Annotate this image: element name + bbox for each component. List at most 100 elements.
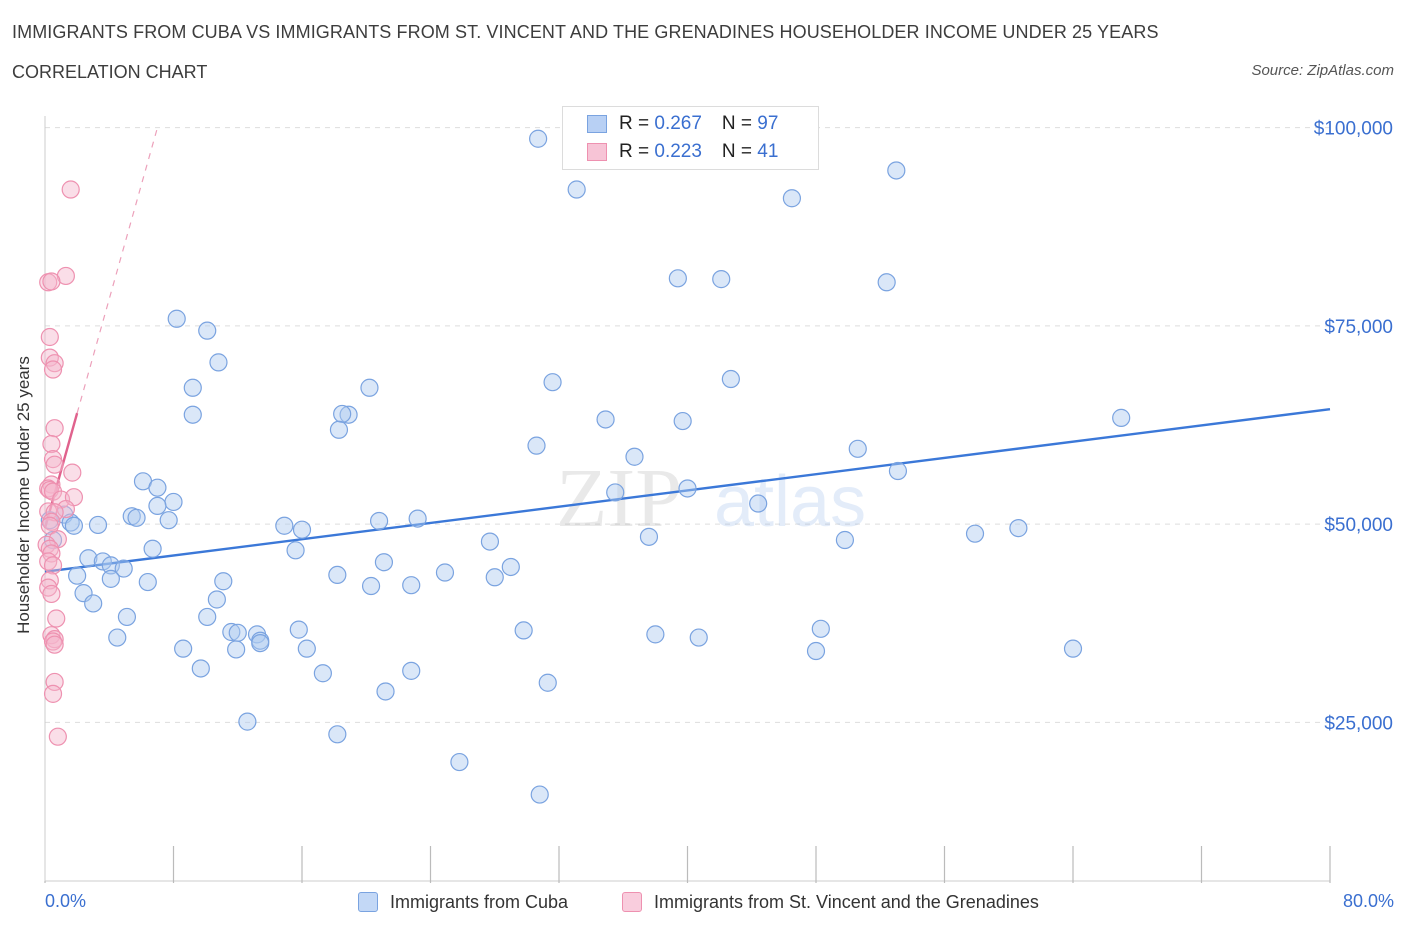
point-cuba bbox=[68, 566, 87, 585]
point-cuba bbox=[84, 594, 103, 613]
point-cuba bbox=[117, 607, 137, 627]
point-cuba bbox=[639, 527, 659, 546]
point-cuba bbox=[292, 520, 312, 539]
y-axis-label: Householder Income Under 25 years bbox=[14, 356, 33, 634]
point-cuba bbox=[361, 576, 381, 596]
point-cuba bbox=[61, 513, 80, 532]
point-svg bbox=[40, 516, 59, 535]
point-cuba bbox=[328, 565, 347, 585]
point-cuba bbox=[251, 633, 270, 653]
point-cuba bbox=[965, 524, 985, 543]
point-cuba bbox=[214, 572, 233, 591]
chart-subtitle: CORRELATION CHART bbox=[12, 62, 208, 82]
point-cuba bbox=[159, 511, 178, 530]
point-cuba bbox=[238, 712, 257, 731]
point-cuba bbox=[606, 483, 625, 502]
point-svg bbox=[42, 434, 61, 454]
point-cuba bbox=[806, 641, 826, 661]
y-tick-labels: $25,000 $50,000 $75,000 $100,000 bbox=[1314, 119, 1393, 735]
point-cuba bbox=[673, 411, 692, 431]
y-tick-label: $50,000 bbox=[1324, 515, 1393, 536]
point-cuba bbox=[811, 619, 830, 638]
point-cuba bbox=[887, 161, 906, 180]
point-cuba bbox=[749, 494, 768, 513]
point-svg bbox=[43, 632, 63, 651]
x-tick-label-min: 0.0% bbox=[45, 891, 87, 911]
point-cuba bbox=[228, 623, 247, 642]
x-tick-label-max: 80.0% bbox=[1342, 891, 1394, 911]
y-tick-label: $75,000 bbox=[1324, 317, 1393, 338]
point-cuba bbox=[1112, 408, 1131, 427]
point-cuba bbox=[88, 515, 108, 535]
point-cuba bbox=[339, 405, 358, 424]
data-points bbox=[37, 129, 1131, 804]
point-cuba bbox=[408, 509, 427, 528]
point-svg bbox=[45, 419, 64, 438]
source-label: Source: ZipAtlas.com bbox=[1251, 62, 1394, 79]
point-cuba bbox=[1063, 639, 1083, 658]
point-cuba bbox=[689, 628, 708, 647]
legend-n-value-svg: 41 bbox=[757, 141, 779, 162]
point-cuba bbox=[286, 541, 305, 560]
legend-r-value-svg: 0.223 bbox=[654, 141, 702, 162]
point-cuba bbox=[207, 590, 226, 609]
point-cuba bbox=[402, 661, 421, 680]
watermark-atlas: atlas bbox=[714, 462, 866, 542]
point-cuba bbox=[328, 725, 347, 744]
point-svg bbox=[45, 635, 64, 654]
point-cuba bbox=[138, 572, 157, 592]
point-cuba bbox=[514, 621, 533, 640]
point-cuba bbox=[485, 568, 504, 587]
point-cuba bbox=[289, 620, 308, 639]
trend-line-svg-extension bbox=[76, 127, 159, 414]
bottom-legend-svg: Immigrants from St. Vincent and the Gren… bbox=[622, 889, 1039, 915]
legend-r-label: R = bbox=[619, 141, 655, 162]
point-cuba bbox=[543, 373, 562, 392]
point-svg bbox=[48, 727, 67, 746]
point-cuba bbox=[480, 532, 500, 551]
legend-n-label: N = bbox=[721, 113, 758, 134]
point-cuba bbox=[835, 530, 855, 550]
legend-n-label: N = bbox=[721, 141, 758, 162]
watermark: ZIP atlas bbox=[556, 452, 866, 545]
point-cuba bbox=[297, 639, 316, 658]
point-cuba bbox=[167, 309, 186, 328]
point-svg bbox=[40, 327, 59, 347]
point-cuba bbox=[376, 682, 395, 701]
point-svg bbox=[61, 180, 80, 199]
point-svg bbox=[42, 584, 61, 604]
legend-row-cuba: R = 0.267 N = 97 bbox=[587, 112, 778, 136]
point-cuba bbox=[646, 625, 665, 644]
bottom-legend-label-svg: Immigrants from St. Vincent and the Gren… bbox=[654, 891, 1039, 912]
point-cuba bbox=[712, 270, 731, 289]
bottom-legend-label-cuba: Immigrants from Cuba bbox=[390, 891, 569, 912]
point-svg bbox=[40, 571, 59, 590]
point-svg bbox=[47, 609, 66, 628]
point-cuba bbox=[374, 553, 394, 572]
point-svg bbox=[63, 463, 82, 482]
bottom-legend-cuba: Immigrants from Cuba bbox=[358, 889, 568, 915]
point-svg bbox=[43, 684, 63, 703]
y-tick-label: $25,000 bbox=[1324, 713, 1393, 734]
legend-swatch-svg bbox=[587, 143, 607, 161]
point-cuba bbox=[333, 404, 352, 424]
point-svg bbox=[42, 272, 61, 291]
point-svg bbox=[45, 503, 64, 522]
point-cuba bbox=[313, 664, 332, 683]
point-cuba bbox=[596, 410, 615, 429]
point-cuba bbox=[529, 129, 548, 148]
legend-row-svg: R = 0.223 N = 41 bbox=[587, 140, 778, 164]
point-cuba bbox=[370, 511, 389, 531]
point-cuba bbox=[530, 785, 549, 804]
bottom-legend-swatch-cuba bbox=[358, 892, 378, 912]
point-cuba bbox=[198, 321, 217, 340]
point-cuba bbox=[209, 353, 228, 372]
point-svg bbox=[40, 348, 59, 367]
legend-swatch-cuba bbox=[587, 115, 607, 133]
point-cuba bbox=[567, 180, 586, 199]
point-cuba bbox=[848, 439, 867, 458]
point-cuba bbox=[101, 569, 120, 588]
point-cuba bbox=[721, 369, 740, 389]
point-svg bbox=[45, 455, 64, 474]
